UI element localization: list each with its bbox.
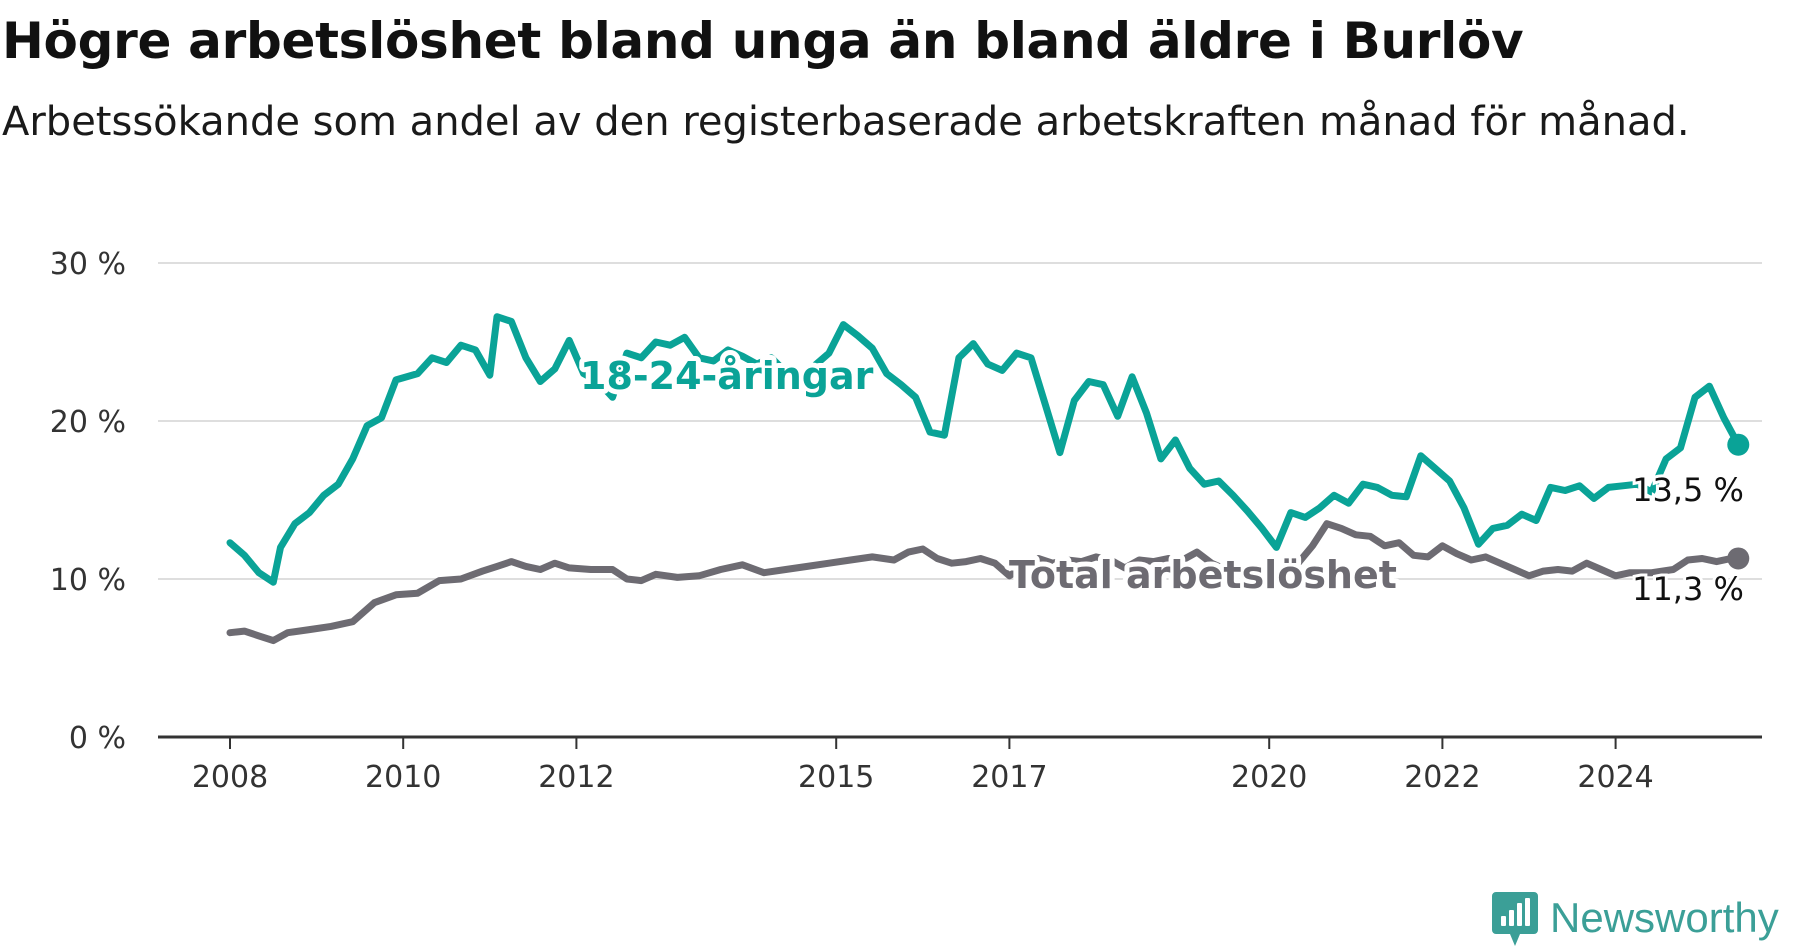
y-tick-label: 20 % [50, 405, 126, 440]
newsworthy-logo-icon [1492, 892, 1538, 946]
x-tick-label: 2017 [971, 760, 1047, 795]
chart-subtitle: Arbetssökande som andel av den registerb… [2, 99, 1690, 145]
x-tick-label: 2008 [192, 760, 268, 795]
x-tick-label: 2024 [1577, 760, 1653, 795]
grid-lines [158, 262, 1762, 739]
series-end-dot [1727, 433, 1750, 456]
brand-name: Newsworthy [1550, 894, 1779, 941]
y-tick-label: 10 % [50, 563, 126, 598]
series-labels: 18-24-åringar Total arbetslöshet 13,5 % 11,… [575, 349, 1747, 611]
series-line [226, 313, 1742, 586]
brand: Newsworthy [1492, 888, 1779, 948]
series-line [226, 545, 1288, 645]
end-label-total: 11,3 % [1632, 570, 1744, 608]
x-tick-label: 2022 [1404, 760, 1480, 795]
x-tick-label: 2010 [365, 760, 441, 795]
series-label-total: Total arbetslöshet [1009, 553, 1397, 597]
x-tick-label: 2012 [538, 760, 614, 795]
y-tick-label: 0 % [69, 721, 126, 756]
y-axis-ticks: 0 % 10 % 20 % 30 % [50, 247, 126, 756]
x-tick-label: 2020 [1231, 760, 1307, 795]
series-label-youth: 18-24-åringar [580, 354, 874, 398]
end-label-youth: 13,5 % [1632, 471, 1744, 509]
x-axis-ticks: 2008 2010 2012 2015 2017 2020 2022 2024 [192, 737, 1654, 795]
series-line [1294, 520, 1742, 580]
series-end-dot [1727, 547, 1750, 570]
line-chart: 0 % 10 % 20 % 30 % 2008 2010 2012 2015 2017 2020… [50, 247, 1762, 795]
series-lines [226, 313, 1750, 645]
y-tick-label: 30 % [50, 247, 126, 282]
x-tick-label: 2015 [798, 760, 874, 795]
chart-title: Högre arbetslöshet bland unga än bland ä… [2, 12, 1524, 70]
